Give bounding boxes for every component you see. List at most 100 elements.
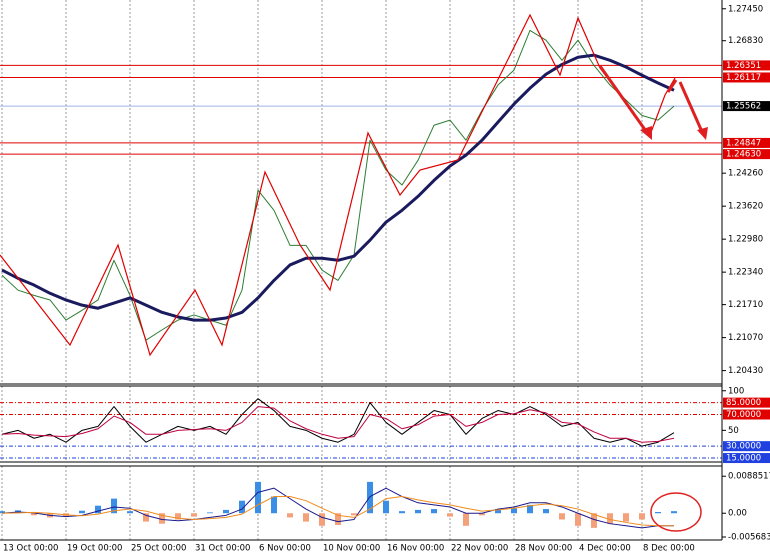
histogram-bar [671,511,677,514]
y-tick-label: 1.24260 [728,169,763,179]
histogram-bar [31,513,37,516]
histogram-bar [559,513,565,520]
histogram-bar [303,513,309,522]
histogram-bar [335,513,341,525]
y-tick-label: -0.005683 [728,533,770,543]
histogram-bar [159,513,165,524]
histogram-bar [511,508,517,514]
y-tick-label: 0.00 [728,509,747,519]
histogram-bar [575,513,581,526]
series-line [1,496,674,527]
histogram-bar [95,505,101,514]
histogram-bar [591,513,597,528]
level-label: 70.0000 [726,410,761,420]
y-tick-label: 1.26830 [728,36,763,46]
level-label-bg [723,441,770,452]
y-tick-label: 0.0088517 [728,472,770,482]
arrow-head [697,127,708,140]
histogram-bar [207,512,213,514]
histogram-bar [367,481,373,514]
level-label: 85.0000 [726,398,761,408]
level-label-bg [723,60,770,71]
histogram-bar [527,504,533,514]
arrow-head [640,126,652,140]
histogram-bar [143,513,149,522]
histogram-bar [111,498,117,514]
histogram-bar [287,513,293,518]
x-tick-label: 31 Oct 00:00 [195,544,250,554]
y-tick-label: 1.27450 [728,4,763,14]
histogram-bar [175,513,181,520]
series-line [1,406,675,443]
x-tick-label: 8 Dec 00:00 [643,544,695,554]
histogram-bar [463,513,469,526]
histogram-bar [639,513,645,520]
histogram-bar [383,500,389,514]
x-tick-label: 4 Dec 00:00 [579,544,631,554]
level-label-bg [723,409,770,420]
x-tick-label: 6 Nov 00:00 [259,544,311,554]
level-label: 1.24847 [726,138,761,148]
histogram-bar [655,511,661,514]
histogram-bar [271,496,277,514]
x-tick-label: 25 Oct 00:00 [131,544,186,554]
y-tick-label: 1.21710 [728,300,763,310]
level-label: 30.0000 [726,442,761,452]
level-label: 15.0000 [726,454,761,464]
level-label: 1.24630 [726,150,761,160]
series-line [1,398,675,447]
level-label: 1.25562 [726,102,761,112]
histogram-bar [79,510,85,514]
histogram-bar [255,481,261,514]
x-tick-label: 28 Nov 00:00 [515,544,572,554]
histogram-bar [607,513,613,524]
x-tick-label: 13 Oct 00:00 [3,544,58,554]
level-label-bg [723,397,770,408]
level-label: 1.26117 [726,73,761,83]
histogram-bar [191,513,197,517]
y-tick-label: 1.22340 [728,268,763,278]
marks-layer [0,29,677,529]
histogram-bar [415,509,421,514]
y-tick-label: 1.20430 [728,366,763,376]
arrow [598,65,650,135]
y-tick-label: 1.21070 [728,333,763,343]
series-line [1,487,674,529]
level-label-bg [723,101,770,112]
arrow [666,79,678,93]
histogram-bar [223,509,229,514]
series-line [1,29,675,341]
histogram-bar [399,511,405,514]
grid-layer [0,0,722,540]
histogram-bar [319,513,325,526]
histogram-bar [431,509,437,514]
histogram-bar [543,509,549,514]
histogram-bar [239,500,245,514]
series-line [1,53,675,322]
x-tick-label: 19 Oct 00:00 [67,544,122,554]
y-tick-label: 100 [728,386,744,396]
highlight-ellipse [650,492,702,532]
x-tick-label: 22 Nov 00:00 [451,544,508,554]
zigzag [0,13,676,357]
histogram-bar [479,513,485,516]
histogram-bar [0,511,5,514]
histogram-bar [623,513,629,522]
histogram-bar [495,509,501,514]
level-label-bg [723,453,770,464]
y-tick-label: 50 [728,426,739,436]
histogram-bar [447,513,453,517]
y-tick-label: 1.22980 [728,235,763,245]
histogram-bar [127,511,133,514]
histogram-bar [351,513,357,516]
level-label-bg [723,137,770,148]
level-label-bg [723,149,770,160]
y-tick-label: 1.23620 [728,202,763,212]
level-label: 1.26351 [726,61,761,71]
x-tick-label: 16 Nov 00:00 [387,544,444,554]
arrow [678,81,705,135]
level-label-bg [723,72,770,83]
